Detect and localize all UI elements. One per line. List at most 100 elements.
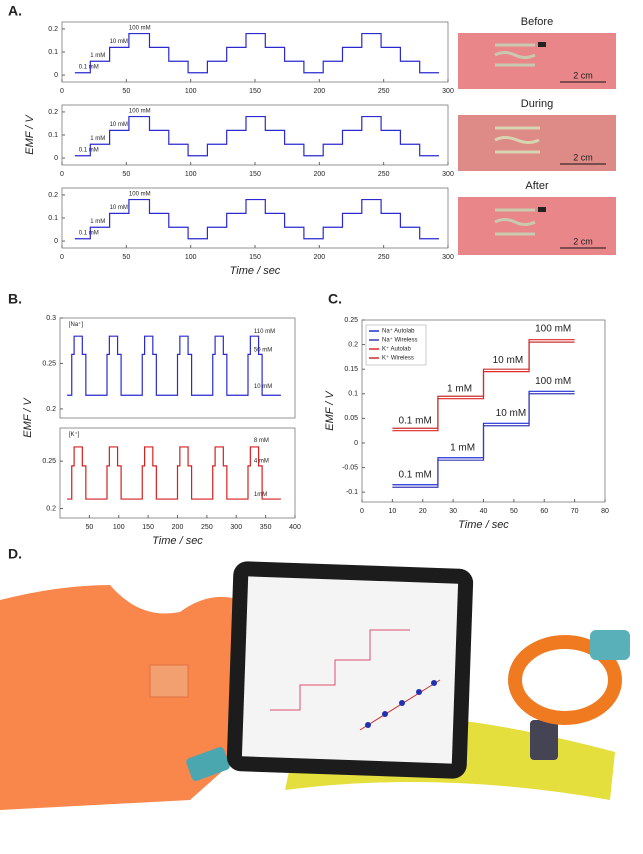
annotation: 0.1 mM xyxy=(79,231,99,237)
annotation: 10 mM xyxy=(110,39,128,45)
legend-label: K⁺ Wireless xyxy=(382,355,414,362)
x-tick-label: 200 xyxy=(313,254,325,261)
y-tick-label: 0.25 xyxy=(344,317,358,324)
photo xyxy=(458,33,616,89)
annotation: 4 mM xyxy=(254,459,269,465)
annotation: 100 mM xyxy=(129,191,151,197)
annotation: 1 mM xyxy=(450,443,475,454)
annotation: 1 mM xyxy=(90,136,105,142)
x-tick-label: 250 xyxy=(378,88,390,95)
annotation: [K⁺] xyxy=(69,431,80,438)
x-tick-label: 150 xyxy=(249,254,261,261)
step-line xyxy=(74,115,439,157)
y-tick-label: 0.25 xyxy=(42,458,56,465)
x-tick-label: 20 xyxy=(419,508,427,515)
x-tick-label: 80 xyxy=(601,508,609,515)
tablet-screen xyxy=(241,576,459,764)
x-tick-label: 0 xyxy=(60,171,64,178)
annotation: 100 mM xyxy=(535,376,571,387)
x-tick-label: 50 xyxy=(122,254,130,261)
y-tick-label: 0.1 xyxy=(48,49,58,56)
x-tick-label: 250 xyxy=(201,524,213,531)
screen-point xyxy=(399,700,405,706)
y-tick-label: 0.1 xyxy=(348,391,358,398)
annotation: 8 mM xyxy=(254,438,269,444)
y-tick-label: 0.2 xyxy=(46,406,56,413)
x-tick-label: 200 xyxy=(313,171,325,178)
annotation: 10 mM xyxy=(493,355,524,366)
annotation: 0.1 mM xyxy=(398,415,431,426)
legend-label: Na⁺ Autolab xyxy=(382,328,415,335)
plot-frame xyxy=(59,317,296,419)
annotation: 1 mM xyxy=(90,53,105,59)
x-tick-label: 50 xyxy=(122,171,130,178)
panel-label: C. xyxy=(328,291,342,307)
y-tick-label: 0 xyxy=(354,440,358,447)
plot-frame xyxy=(61,104,449,166)
legend-label: Na⁺ Wireless xyxy=(382,337,418,344)
x-tick-label: 100 xyxy=(185,254,197,261)
x-tick-label: 250 xyxy=(378,171,390,178)
x-tick-label: 50 xyxy=(122,88,130,95)
y-tick-label: 0 xyxy=(54,155,58,162)
annotation: 100 mM xyxy=(129,108,151,114)
y-tick-label: 0.2 xyxy=(48,109,58,116)
x-tick-label: 400 xyxy=(289,524,301,531)
y-tick-label: 0.2 xyxy=(46,505,56,512)
y-axis-label: EMF / V xyxy=(22,397,34,438)
contact xyxy=(538,42,546,47)
wristband xyxy=(508,635,622,725)
y-tick-label: 0.1 xyxy=(48,132,58,139)
x-axis-label: Time / sec xyxy=(230,265,281,277)
contact xyxy=(538,207,546,212)
y-tick-label: 0.1 xyxy=(48,215,58,222)
y-tick-label: 0.3 xyxy=(46,315,56,322)
y-tick-label: 0 xyxy=(54,238,58,245)
y-tick-label: 0.25 xyxy=(42,360,56,367)
annotation: 1 mM xyxy=(90,219,105,225)
x-tick-label: 60 xyxy=(540,508,548,515)
x-tick-label: 100 xyxy=(185,88,197,95)
panel-label: D. xyxy=(8,546,22,562)
y-tick-label: 0 xyxy=(54,72,58,79)
x-tick-label: 150 xyxy=(142,524,154,531)
shirt xyxy=(0,585,250,810)
panel-label: A. xyxy=(8,3,22,19)
x-tick-label: 0 xyxy=(60,88,64,95)
step-line xyxy=(392,393,575,488)
annotation: 100 mM xyxy=(535,323,571,334)
x-tick-label: 350 xyxy=(260,524,272,531)
annotation: 100 mM xyxy=(129,25,151,31)
x-tick-label: 300 xyxy=(230,524,242,531)
y-tick-label: 0.2 xyxy=(348,341,358,348)
annotation: 10 mM xyxy=(254,384,272,390)
x-tick-label: 0 xyxy=(360,508,364,515)
y-tick-label: -0.05 xyxy=(342,464,358,471)
screen-point xyxy=(416,689,422,695)
annotation: 50 mM xyxy=(254,347,272,353)
photo-label: Before xyxy=(521,16,553,28)
x-axis-label: Time / sec xyxy=(458,519,509,531)
annotation: 0.1 mM xyxy=(79,148,99,154)
legend-label: K⁺ Autolab xyxy=(382,346,412,353)
annotation: [Na⁺] xyxy=(69,321,84,328)
sample-photos: Before 2 cm During 2 cm After 2 cm xyxy=(458,16,616,255)
x-tick-label: 300 xyxy=(442,88,454,95)
photo-label: After xyxy=(525,180,549,192)
sensor-patch xyxy=(149,664,189,698)
y-tick-label: 0.2 xyxy=(48,192,58,199)
wireless-module xyxy=(530,720,558,760)
step-line xyxy=(74,198,439,240)
x-tick-label: 10 xyxy=(388,508,396,515)
x-tick-label: 70 xyxy=(571,508,579,515)
screen-plot xyxy=(270,629,410,711)
x-axis-label: Time / sec xyxy=(152,535,203,547)
photo-label: During xyxy=(521,98,553,110)
annotation: 1 mM xyxy=(447,384,472,395)
y-axis-label: EMF / V xyxy=(24,114,36,155)
x-tick-label: 100 xyxy=(185,171,197,178)
electrode xyxy=(494,43,536,67)
scale-label: 2 cm xyxy=(573,70,593,80)
wireless-module xyxy=(590,630,630,660)
